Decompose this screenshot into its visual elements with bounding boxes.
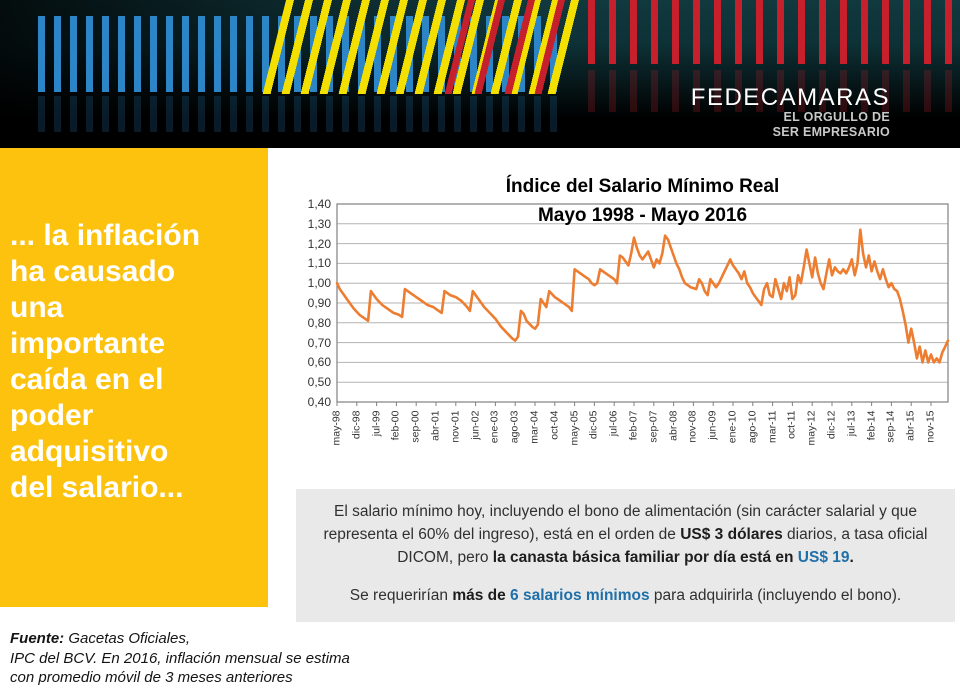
sidebar-callout-line: caída en el	[10, 363, 164, 396]
sidebar-callout-line: adquisitivo	[10, 435, 169, 468]
infobox-text-segment: El salario mínimo hoy, incluyendo el bon…	[323, 503, 917, 543]
sidebar-callout-line: ... la inflación	[10, 219, 201, 252]
x-axis-label: ago-03	[508, 410, 521, 443]
y-axis-label: 0,50	[307, 375, 331, 390]
fedecamaras-logo: FEDECAMARAS EL ORGULLO DE SER EMPRESARIO	[691, 86, 890, 140]
infobox-text-segment: diarios, a tasa oficial DICOM, pero	[397, 526, 928, 566]
source-label: Fuente:	[10, 630, 65, 647]
x-axis-label: jul-99	[370, 410, 383, 436]
x-axis-label: nov-15	[924, 410, 937, 443]
chart-plot-area	[335, 203, 950, 406]
x-axis-label: jul-06	[607, 410, 620, 436]
y-axis-label: 1,20	[307, 236, 331, 251]
source-rest: Gacetas Oficiales,	[64, 630, 191, 647]
y-axis-label: 1,10	[307, 256, 331, 271]
logo-title: FEDECAMARAS	[690, 84, 890, 111]
banner-red-bars-reflection	[588, 70, 960, 112]
sidebar-callout-text: ... la inflación ha causado una importante c…	[10, 218, 200, 506]
x-axis-label: sep-07	[647, 410, 660, 443]
logo-tagline-line2: SER EMPRESARIO	[772, 125, 890, 139]
banner: FEDECAMARAS EL ORGULLO DE SER EMPRESARIO	[0, 0, 960, 148]
x-axis-label: dic-12	[825, 410, 838, 439]
x-axis-label: dic-05	[587, 410, 600, 439]
infobox-text-segment: más de	[452, 587, 511, 604]
x-axis-label: mar-04	[528, 410, 541, 444]
x-axis-label: oct-11	[785, 410, 798, 439]
chart-title-line1: Índice del Salario Mínimo Real	[505, 176, 780, 197]
sidebar-callout-line: importante	[10, 327, 166, 360]
source-note-line3: con promedio móvil de 3 meses anteriores	[10, 669, 293, 686]
y-axis-label: 0,90	[307, 296, 331, 310]
y-axis-label: 0,70	[307, 335, 331, 350]
x-axis-label: may-12	[805, 410, 818, 446]
sidebar-callout-line: del salario...	[10, 471, 184, 504]
y-axis-label: 0,40	[307, 395, 331, 409]
sidebar-callout: ... la inflación ha causado una importante c…	[0, 148, 268, 607]
y-axis-label: 1,00	[307, 276, 331, 291]
logo-tagline-line1: EL ORGULLO DE	[783, 110, 890, 124]
x-axis-label: abr-08	[667, 410, 680, 441]
source-note: Fuente: Gacetas Oficiales, IPC del BCV. …	[10, 629, 350, 688]
x-axis-label: feb-14	[865, 410, 878, 440]
infobox-text-segment: US$ 3 dólares	[680, 526, 783, 543]
x-axis-label: jul-13	[845, 410, 858, 436]
infobox-text-segment: .	[849, 549, 854, 566]
x-axis-label: may-05	[568, 410, 581, 446]
chart-title-line2: Mayo 1998 - Mayo 2016	[537, 205, 748, 226]
x-axis-label: abr-15	[904, 410, 917, 441]
x-axis-label: nov-08	[686, 410, 699, 443]
y-axis-label: 0,60	[307, 355, 331, 370]
x-axis-label: jun-09	[706, 410, 719, 440]
infobox-paragraph: El salario mínimo hoy, incluyendo el bon…	[296, 489, 955, 569]
x-axis-label: dic-98	[350, 410, 363, 439]
y-axis-label: 1,40	[307, 197, 331, 211]
banner-blue-bars-reflection	[38, 96, 563, 132]
x-axis-label: ene-10	[726, 410, 739, 443]
x-axis-label: nov-01	[449, 410, 462, 443]
x-axis-label: ene-03	[488, 410, 501, 443]
infobox-text-segment: 6 salarios mínimos	[510, 587, 650, 604]
x-axis-label: may-98	[330, 410, 343, 446]
infobox-text-segment: Se requerirían	[349, 587, 453, 604]
infobox-text-segment: para adquirirla (incluyendo el bono).	[649, 587, 902, 604]
minimum-wage-index-chart: Índice del Salario Mínimo Real Mayo 1998…	[293, 168, 960, 488]
banner-red-bars	[588, 0, 960, 64]
infobox-paragraph: Se requerirían más de 6 salarios mínimos…	[296, 584, 955, 607]
source-note-line1: Fuente: Gacetas Oficiales,	[10, 629, 350, 649]
banner-red-slanted-bars	[444, 0, 586, 94]
x-axis-label: jun-02	[469, 410, 482, 440]
infobox-text-segment: US$ 19	[797, 549, 850, 566]
x-axis-label: oct-04	[548, 410, 561, 440]
x-axis-label: feb-07	[627, 410, 640, 440]
y-axis-label: 0,80	[307, 315, 331, 330]
infobox-text-segment: la canasta básica familiar por día está …	[492, 549, 798, 566]
wage-index-line	[335, 228, 950, 364]
x-axis-label: feb-00	[389, 410, 402, 440]
x-axis-label: mar-11	[766, 410, 779, 443]
summary-infobox: El salario mínimo hoy, incluyendo el bon…	[296, 489, 955, 622]
sidebar-callout-line: una	[10, 291, 64, 324]
x-axis-label: sep-14	[884, 410, 897, 443]
x-axis-label: abr-01	[429, 410, 442, 441]
sidebar-callout-line: poder	[10, 399, 94, 432]
x-axis-label: ago-10	[746, 410, 759, 443]
x-axis-label: sep-00	[409, 410, 422, 443]
source-note-line2: IPC del BCV. En 2016, inflación mensual …	[10, 649, 350, 667]
sidebar-callout-line: ha causado	[10, 255, 176, 288]
y-axis-label: 1,30	[307, 216, 331, 231]
